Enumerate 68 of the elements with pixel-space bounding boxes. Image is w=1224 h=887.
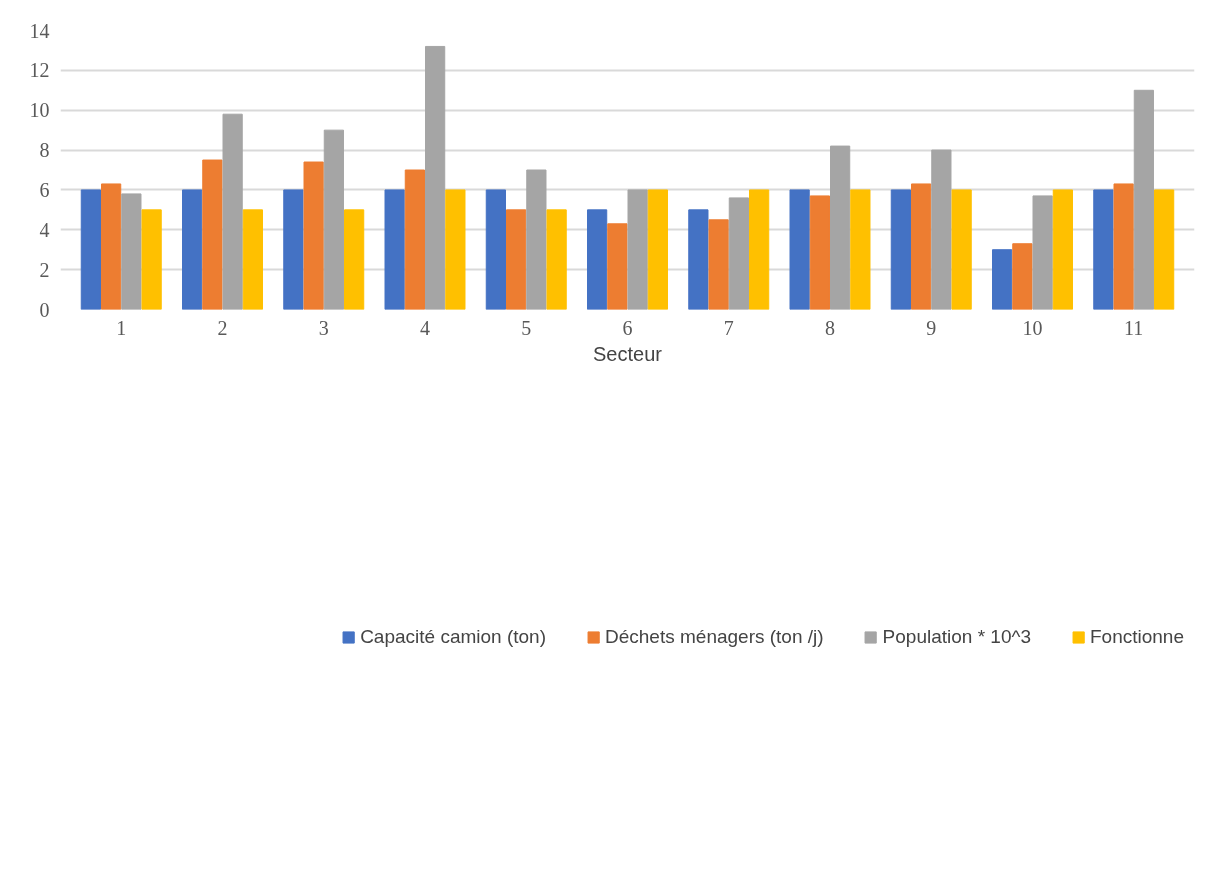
bar xyxy=(121,193,142,310)
bar xyxy=(688,209,709,310)
bar xyxy=(809,195,830,310)
bar xyxy=(850,189,871,310)
x-axis-title: Secteur xyxy=(593,342,663,365)
bar xyxy=(101,183,122,310)
legend-label: Déchets ménagers (ton /j) xyxy=(605,626,824,648)
legend-label: Capacité camion (ton) xyxy=(360,626,547,648)
bar xyxy=(728,197,749,310)
bar xyxy=(951,189,972,310)
bar xyxy=(303,161,324,310)
y-tick-label: 0 xyxy=(39,298,50,321)
y-tick-label: 12 xyxy=(29,59,50,82)
bar xyxy=(485,189,506,310)
bar xyxy=(890,189,911,310)
bar xyxy=(1052,189,1073,310)
legend-label: Fonctionne xyxy=(1089,626,1184,648)
x-tick-label: 1 xyxy=(116,316,127,339)
x-tick-label: 7 xyxy=(723,316,734,339)
bar xyxy=(526,169,547,310)
bar xyxy=(749,189,770,310)
bar xyxy=(587,209,608,310)
bar xyxy=(931,149,952,310)
y-tick-label: 6 xyxy=(39,178,50,201)
x-tick-label: 9 xyxy=(926,316,937,339)
bar xyxy=(627,189,648,310)
bar xyxy=(344,209,365,310)
x-tick-label: 2 xyxy=(217,316,228,339)
y-tick-label: 2 xyxy=(39,258,50,281)
bar xyxy=(384,189,405,310)
bar xyxy=(182,189,203,310)
bar xyxy=(789,189,810,310)
bar xyxy=(283,189,304,310)
bar xyxy=(607,223,628,310)
bar xyxy=(647,189,668,310)
bar xyxy=(202,159,223,310)
bar xyxy=(80,189,101,310)
x-tick-label: 3 xyxy=(318,316,329,339)
y-tick-label: 14 xyxy=(29,19,50,42)
x-tick-label: 6 xyxy=(622,316,633,339)
y-tick-label: 8 xyxy=(39,139,50,162)
bar xyxy=(1012,243,1033,310)
x-tick-label: 5 xyxy=(521,316,532,339)
bar xyxy=(992,249,1013,310)
bar xyxy=(708,219,729,310)
y-tick-label: 4 xyxy=(39,218,50,241)
x-tick-label: 11 xyxy=(1124,316,1144,339)
bar xyxy=(1113,183,1134,310)
y-tick-label: 10 xyxy=(29,99,50,122)
x-tick-label: 10 xyxy=(1022,316,1043,339)
legend-label: Population * 10^3 xyxy=(882,626,1031,648)
bar xyxy=(222,113,243,310)
bar xyxy=(1133,89,1154,310)
bar xyxy=(323,129,344,310)
bar xyxy=(141,209,162,310)
x-tick-label: 4 xyxy=(420,316,430,339)
bar xyxy=(911,183,932,310)
bar xyxy=(404,169,425,310)
bar xyxy=(425,45,446,310)
bar xyxy=(1032,195,1053,310)
bar xyxy=(506,209,527,310)
bar xyxy=(445,189,466,310)
bar xyxy=(830,145,851,310)
bar xyxy=(1093,189,1114,310)
bar xyxy=(242,209,263,310)
bar xyxy=(1154,189,1175,310)
bar xyxy=(546,209,567,310)
x-tick-label: 8 xyxy=(825,316,835,339)
